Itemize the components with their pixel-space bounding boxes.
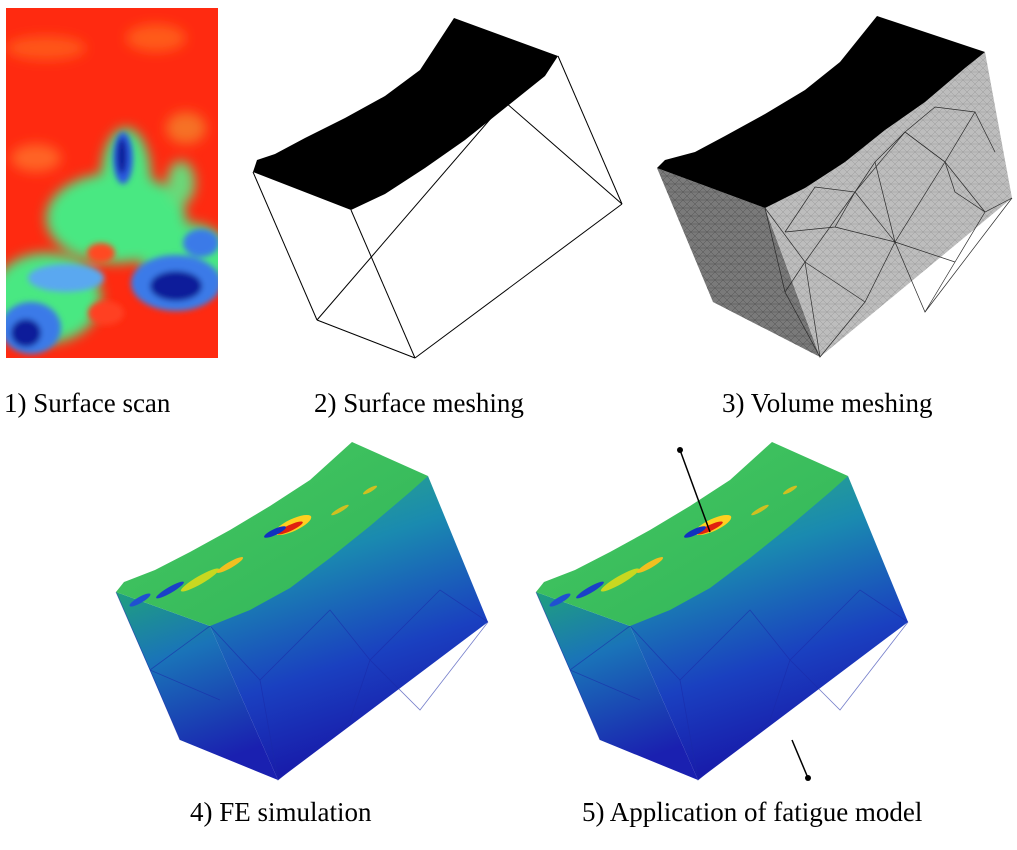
caption-surface-meshing: 2) Surface meshing bbox=[314, 388, 524, 418]
volume-mesh-block bbox=[657, 16, 1013, 358]
volume-meshing-panel bbox=[655, 12, 1015, 362]
fatigue-model-block bbox=[535, 442, 909, 781]
caption-surface-scan: 1) Surface scan bbox=[4, 388, 171, 418]
fatigue-evaluation-line-bottom bbox=[791, 739, 809, 779]
volume-mesh-top bbox=[657, 16, 985, 208]
fatigue-line-end-point bbox=[805, 775, 811, 781]
fe-simulation-block bbox=[115, 442, 489, 781]
fatigue-line-start-point bbox=[677, 447, 683, 453]
fatigue-model-panel bbox=[530, 440, 910, 785]
surface-mesh-top bbox=[253, 18, 558, 210]
caption-fe-simulation: 4) FE simulation bbox=[190, 797, 372, 827]
fatigue-evaluation-line-top bbox=[679, 449, 711, 533]
fe-simulation-panel bbox=[110, 440, 490, 785]
surface-scan-heatmap bbox=[6, 8, 218, 358]
surface-meshing-panel bbox=[245, 10, 625, 370]
surface-mesh-block bbox=[252, 18, 623, 359]
caption-fatigue-model: 5) Application of fatigue model bbox=[582, 797, 923, 827]
surface-scan-panel bbox=[6, 8, 218, 358]
caption-volume-meshing: 3) Volume meshing bbox=[722, 388, 933, 418]
